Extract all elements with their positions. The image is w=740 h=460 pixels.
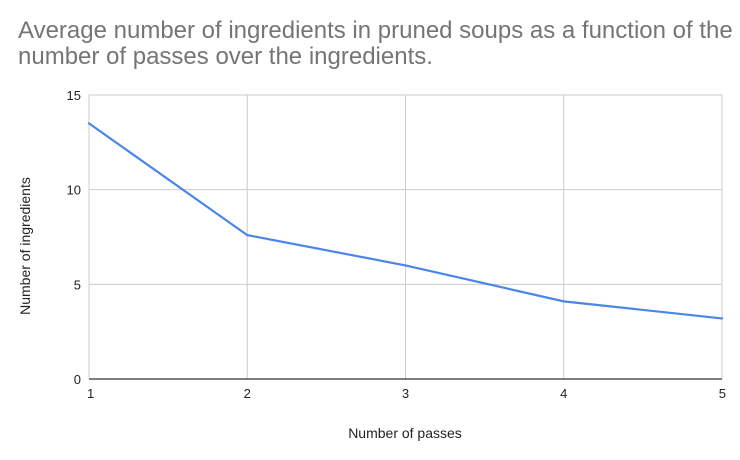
x-tick-label: 3 xyxy=(402,386,409,401)
x-tick-label: 5 xyxy=(719,386,726,401)
y-tick-label: 5 xyxy=(74,277,81,292)
data-point xyxy=(562,300,565,303)
y-tick-label: 10 xyxy=(67,183,81,198)
y-tick-label: 0 xyxy=(74,372,81,387)
x-tick-label: 2 xyxy=(244,386,251,401)
chart-title: Average number of ingredients in pruned … xyxy=(18,17,733,70)
data-point xyxy=(87,122,91,125)
tick-labels: 0 5 10 15 1 2 3 4 5 xyxy=(67,88,726,401)
x-axis-title: Number of passes xyxy=(348,425,462,441)
data-point xyxy=(404,264,407,267)
data-point xyxy=(720,317,724,320)
x-tick-label: 1 xyxy=(87,386,94,401)
data-point xyxy=(246,234,249,237)
y-axis-title: Number of ingredients xyxy=(17,177,33,315)
x-tick-label: 4 xyxy=(560,386,567,401)
y-tick-label: 15 xyxy=(67,88,81,103)
series-layer xyxy=(87,122,724,320)
grid-lines xyxy=(88,94,723,379)
